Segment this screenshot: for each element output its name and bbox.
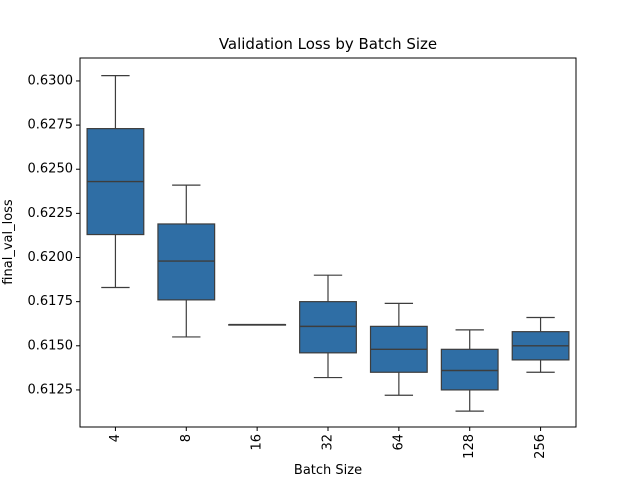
y-tick-label: 0.6175 (28, 294, 74, 309)
y-tick-label: 0.6125 (28, 382, 74, 397)
x-tick-label: 256 (533, 434, 548, 459)
y-tick-label: 0.6200 (28, 250, 74, 265)
box-group-64 (369, 302, 428, 396)
plot-area (86, 75, 570, 412)
x-tick-label: 4 (108, 434, 123, 442)
x-tick-label: 16 (250, 434, 265, 451)
box-group-16 (228, 323, 287, 326)
x-tick-label: 128 (462, 434, 477, 459)
chart-title: Validation Loss by Batch Size (219, 35, 437, 53)
y-tick-label: 0.6300 (28, 73, 74, 88)
y-tick-label: 0.6250 (28, 162, 74, 177)
x-tick-label: 8 (179, 434, 194, 442)
y-axis-title: final_val_loss (1, 199, 16, 285)
box-group-32 (299, 274, 357, 379)
box-iqr (440, 348, 499, 391)
box-iqr (157, 223, 216, 301)
y-axis: 0.6125 0.6150 0.6175 0.6200 0.6225 0.6250 0.62… (28, 73, 80, 397)
box-group-256 (511, 316, 570, 373)
x-tick-label: 64 (391, 434, 406, 451)
box-group-128 (440, 329, 499, 412)
box-group-8 (157, 184, 216, 338)
y-tick-label: 0.6275 (28, 118, 74, 133)
y-tick-label: 0.6150 (28, 338, 74, 353)
box-iqr (299, 301, 357, 354)
x-axis: 4 8 16 32 64 128 256 (108, 427, 548, 459)
x-tick-label: 32 (321, 434, 336, 451)
x-axis-title: Batch Size (294, 463, 362, 478)
box-group-4 (86, 75, 145, 289)
y-tick-label: 0.6225 (28, 206, 74, 221)
